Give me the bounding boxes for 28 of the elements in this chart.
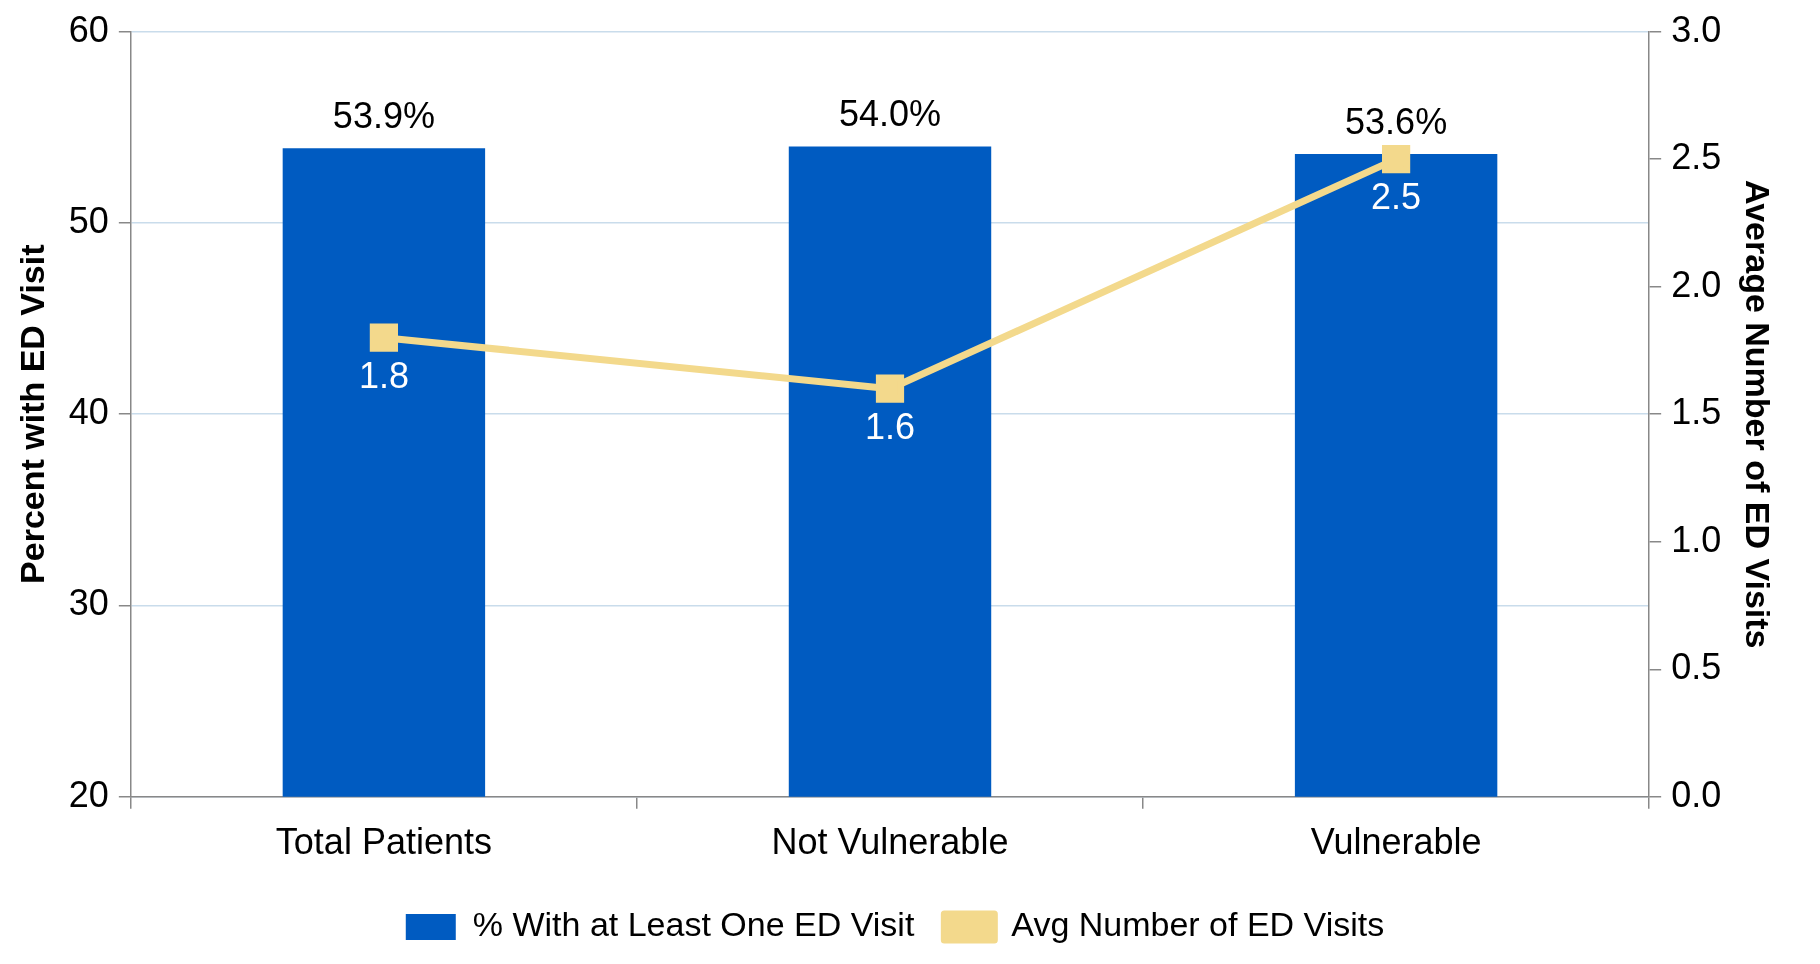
data-label: 53.6% [1345,100,1448,142]
y-tick-label: 50 [68,199,109,241]
x-tick-label: Not Vulnerable [771,821,1009,863]
data-label: 2.5 [1371,176,1422,218]
y-tick-label: 20 [68,773,109,815]
y2-axis-title: Average Number of ED Visits [1739,179,1778,649]
y2-tick-label: 1.5 [1671,391,1722,433]
y2-tick-label: 0.5 [1671,646,1722,688]
y-axis-title: Percent with ED Visit [12,244,51,584]
y-tick-label: 40 [68,391,109,433]
y2-tick-label: 2.5 [1671,136,1722,178]
legend-label: Avg Number of ED Visits [1011,905,1385,944]
point [1382,145,1411,174]
data-label: 54.0% [838,93,942,135]
y2-tick-label: 3.0 [1671,8,1722,50]
data-label: 1.8 [358,354,409,396]
y2-tick-label: 1.0 [1671,518,1722,560]
x-tick-label: Total Patients [275,821,492,863]
y2-tick-label: 0.0 [1671,773,1722,815]
legend-label: % With at Least One ED Visit [472,905,915,944]
point [875,374,905,403]
y-tick-label: 30 [68,582,109,624]
data-label: 53.9% [332,95,435,137]
data-label: 1.6 [864,405,916,447]
y-tick-label: 60 [68,8,109,50]
point [369,323,398,352]
x-tick-label: Vulnerable [1310,821,1482,863]
y2-tick-label: 2.0 [1671,263,1722,305]
